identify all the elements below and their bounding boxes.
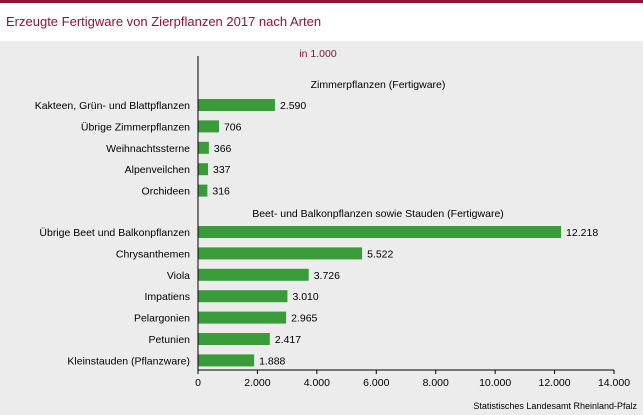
bar [198,247,363,260]
x-tick-label: 12.000 [539,377,571,389]
bar [198,354,255,367]
section-label: Beet- und Balkonpflanzen sowie Stauden (… [252,208,504,220]
bar [198,99,275,111]
category-label: Kleinstauden (Pflanzware) [67,355,190,367]
bar [198,311,287,324]
top-accent-bar [0,0,643,3]
value-label: 2.965 [291,313,317,325]
category-label: Orchideen [142,186,191,198]
category-label: Kakteen, Grün- und Blattpflanzen [35,100,190,112]
x-tick-label: 2.000 [244,377,270,389]
value-label: 316 [212,186,230,198]
value-label: 2.417 [275,334,301,346]
category-label: Chrysanthemen [116,248,190,260]
category-label: Übrige Zimmerpflanzen [81,121,190,133]
x-tick-label: 0 [195,377,201,389]
value-label: 5.522 [367,248,393,260]
x-tick-label: 4.000 [304,377,330,389]
category-label: Pelargonien [134,313,190,325]
x-tick-label: 14.000 [598,377,630,389]
value-label: 366 [214,143,232,155]
category-label: Alpenveilchen [125,164,191,176]
bar [198,163,209,176]
bar-chart: in 1.000 Zimmerpflanzen (Fertigware) Kakte… [35,48,638,411]
x-tick-label: 8.000 [423,377,449,389]
section-label: Zimmerpflanzen (Fertigware) [311,79,446,91]
value-label: 337 [213,164,231,176]
value-label: 2.590 [280,100,306,112]
value-label: 1.888 [259,355,285,367]
value-label: 12.218 [566,227,598,239]
bar [198,333,270,345]
bar [198,184,208,197]
header: Erzeugte Fertigware von Zierpflanzen 201… [0,3,643,41]
bar [198,141,209,154]
category-label: Viola [167,270,190,282]
chart-title: Erzeugte Fertigware von Zierpflanzen 201… [6,14,322,29]
unit-label: in 1.000 [299,48,337,60]
x-tick-label: 10.000 [479,377,511,389]
category-label: Impatiens [144,291,190,303]
value-label: 3.010 [292,291,318,303]
category-label: Petunien [149,334,191,346]
chart-area: in 1.000 Zimmerpflanzen (Fertigware) Kakte… [0,41,643,415]
source-note: Statistisches Landesamt Rheinland-Pfalz [473,401,637,411]
category-label: Übrige Beet und Balkonpflanzen [39,227,190,239]
bar [198,120,219,133]
bar [198,290,288,303]
bar [198,268,309,281]
x-tick-label: 6.000 [363,377,389,389]
value-label: 706 [224,121,242,133]
category-label: Weihnachtssterne [106,143,190,155]
value-label: 3.726 [314,270,340,282]
bar [198,226,562,238]
